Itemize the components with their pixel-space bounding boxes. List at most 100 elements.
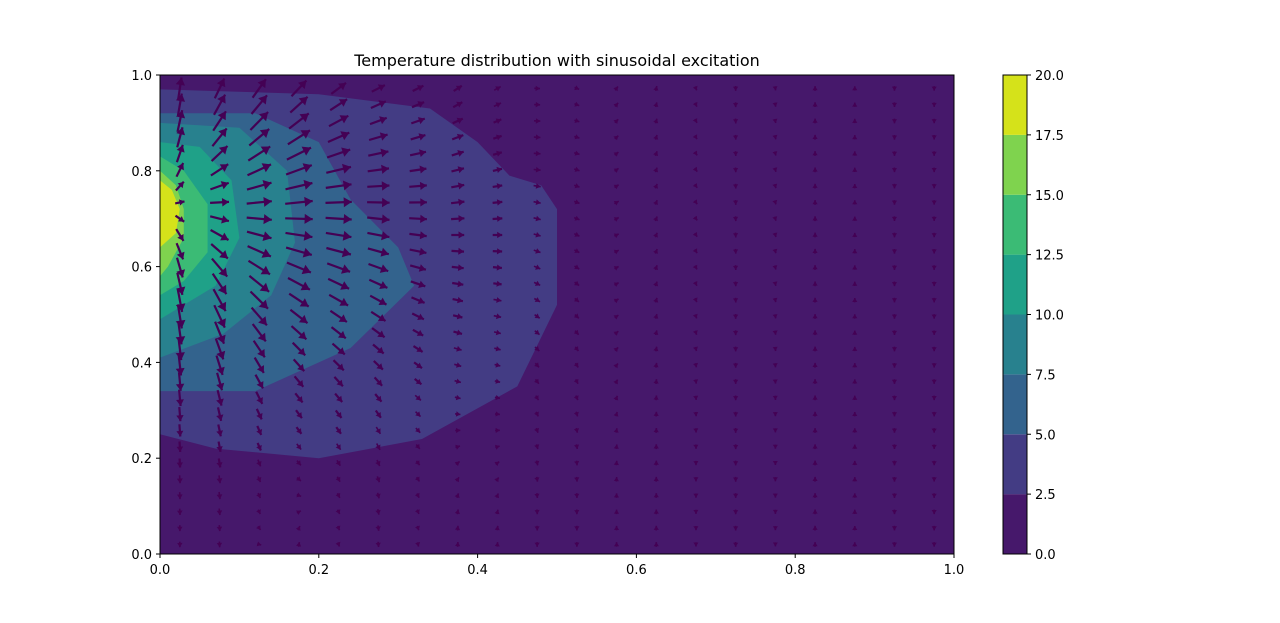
quiver-arrow-head xyxy=(812,151,818,156)
quiver-arrow-head xyxy=(613,168,619,173)
quiver-arrow-head xyxy=(573,428,579,433)
quiver-arrow-head xyxy=(300,130,310,139)
quiver-arrow-head xyxy=(812,281,818,286)
quiver-arrow-head xyxy=(574,280,580,286)
quiver-arrow-head xyxy=(218,146,228,155)
quiver-arrow-head xyxy=(653,102,659,107)
quiver-arrow-head xyxy=(931,216,937,221)
quiver-arrow-head xyxy=(931,102,937,107)
quiver-arrow-head xyxy=(733,216,739,222)
quiver-arrow-head xyxy=(772,265,778,270)
quiver-arrow-head xyxy=(613,282,619,287)
quiver-arrow-head xyxy=(296,428,302,434)
quiver-arrow-head xyxy=(931,265,937,270)
quiver-arrow-head xyxy=(812,525,818,530)
quiver-arrow-head xyxy=(574,215,580,221)
quiver-arrow-head xyxy=(772,134,778,140)
quiver-arrow-head xyxy=(375,526,381,531)
quiver-arrow-head xyxy=(256,381,264,389)
quiver-arrow-head xyxy=(733,493,739,498)
quiver-arrow-head xyxy=(263,197,272,207)
quiver-arrow-head xyxy=(336,395,343,402)
quiver-arrow-head xyxy=(415,443,420,449)
quiver-arrow-head xyxy=(852,151,858,156)
quiver-arrow-head xyxy=(497,231,503,239)
quiver-arrow-head xyxy=(891,184,897,189)
quiver-arrow-head xyxy=(693,461,699,466)
quiver-arrow-head xyxy=(496,248,503,255)
quiver-arrow-head xyxy=(692,232,698,237)
quiver-arrow-head xyxy=(931,200,937,205)
quiver-arrow-head xyxy=(891,493,897,498)
quiver-arrow-head xyxy=(852,281,858,286)
quiver-arrow-head xyxy=(339,115,349,124)
quiver-arrow-head xyxy=(377,330,385,338)
quiver-arrow-head xyxy=(415,378,422,385)
quiver-arrow-head xyxy=(458,247,464,255)
quiver-arrow-head xyxy=(456,313,463,320)
quiver-arrow-head xyxy=(852,509,858,514)
quiver-arrow-head xyxy=(653,411,659,416)
quiver-arrow-head xyxy=(653,249,658,254)
quiver-arrow-head xyxy=(534,378,539,384)
quiver-arrow-head xyxy=(216,510,223,516)
quiver-arrow-head xyxy=(692,215,698,221)
quiver-arrow-head xyxy=(216,366,225,375)
quiver-arrow-head xyxy=(772,428,778,433)
quiver-arrow-head xyxy=(733,298,739,303)
quiver-arrow-head xyxy=(852,412,858,416)
quiver-arrow-head xyxy=(455,85,462,92)
quiver-arrow-head xyxy=(891,314,897,319)
quiver-arrow-head xyxy=(812,395,818,400)
quiver-arrow-head xyxy=(852,232,858,237)
quiver-arrow-head xyxy=(733,347,739,352)
quiver-arrow-head xyxy=(296,492,302,498)
quiver-arrow-head xyxy=(217,301,227,312)
quiver-arrow-head xyxy=(341,147,351,157)
quiver-arrow-head xyxy=(573,329,579,335)
quiver-arrow-head xyxy=(891,168,897,173)
quiver-arrow-head xyxy=(812,314,818,319)
quiver-arrow-head xyxy=(455,444,460,450)
quiver-arrow-head xyxy=(218,267,228,277)
quiver-arrow-head xyxy=(342,230,352,241)
quiver-arrow-head xyxy=(812,297,818,302)
quiver-arrow-head xyxy=(891,330,897,335)
quiver-arrow-head xyxy=(177,526,183,532)
quiver-arrow-head xyxy=(175,367,185,376)
quiver-arrow-head xyxy=(177,181,184,189)
quiver-arrow-head xyxy=(852,314,858,319)
quiver-arrow-head xyxy=(733,184,739,189)
quiver-arrow-head xyxy=(177,494,183,500)
quiver-arrow-head xyxy=(216,478,223,484)
quiver-arrow-head xyxy=(341,247,351,258)
quiver-arrow-head xyxy=(693,346,698,351)
quiver-arrow-head xyxy=(494,525,500,531)
quiver-arrow-head xyxy=(891,102,897,107)
quiver-arrow-head xyxy=(418,280,426,288)
quiver-arrow-head xyxy=(258,95,267,105)
quiver-arrow-head xyxy=(733,510,739,515)
quiver-arrow-head xyxy=(772,477,778,482)
x-tick-label: 0.6 xyxy=(626,563,647,578)
colorbar-band xyxy=(1003,194,1027,255)
quiver-arrow-head xyxy=(931,379,937,384)
quiver-arrow-head xyxy=(733,102,739,108)
quiver-arrow-head xyxy=(574,134,580,140)
quiver-arrow-head xyxy=(335,428,341,434)
quiver-arrow-head xyxy=(176,127,185,136)
quiver-arrow-head xyxy=(931,168,937,173)
quiver-arrow-head xyxy=(338,82,346,91)
quiver-arrow-head xyxy=(573,362,579,368)
quiver-arrow-head xyxy=(256,413,263,420)
quiver-arrow-head xyxy=(216,462,223,468)
quiver-arrow-head xyxy=(259,129,270,138)
quiver-arrow-head xyxy=(812,379,818,384)
quiver-arrow-head xyxy=(379,281,388,289)
chart-title: Temperature distribution with sinusoidal… xyxy=(353,51,760,70)
quiver-arrow-head xyxy=(176,415,184,422)
quiver-arrow-head xyxy=(931,461,937,466)
quiver-arrow-head xyxy=(535,199,541,205)
quiver-arrow-head xyxy=(653,460,659,465)
quiver-arrow-head xyxy=(494,542,500,547)
